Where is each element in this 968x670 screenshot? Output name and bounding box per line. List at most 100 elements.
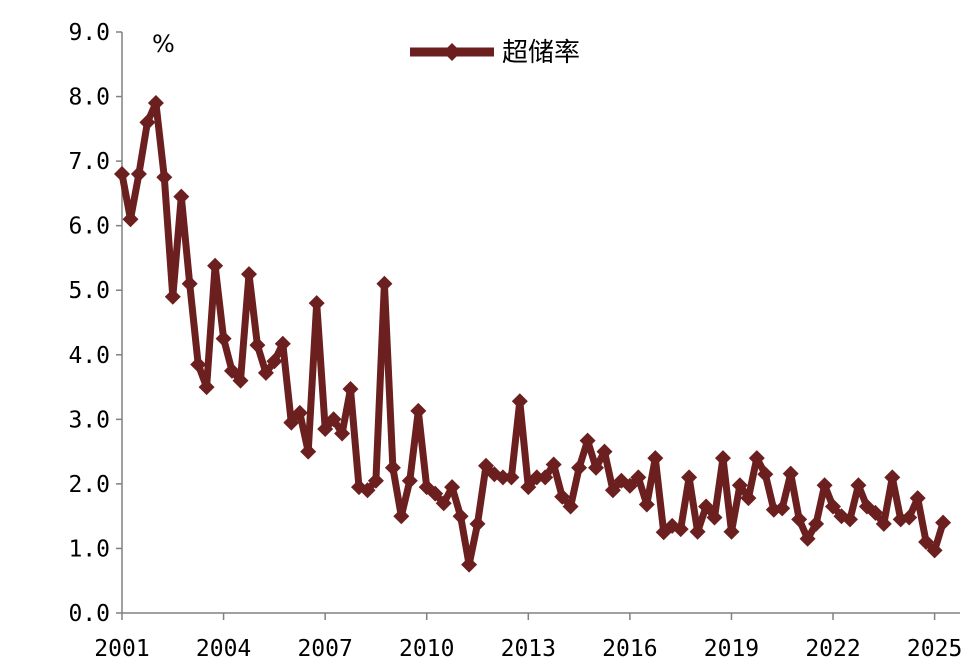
data-point-marker xyxy=(164,288,181,305)
data-point-marker xyxy=(300,443,317,460)
data-point-marker xyxy=(241,266,257,283)
y-tick-label: 8.0 xyxy=(68,85,110,111)
data-point-marker xyxy=(181,275,198,292)
x-tick-label: 2007 xyxy=(297,636,352,662)
data-point-marker xyxy=(647,450,664,467)
x-tick-label: 2001 xyxy=(94,636,149,662)
series-line xyxy=(118,99,947,569)
data-point-marker xyxy=(604,482,621,499)
y-tick-label: 4.0 xyxy=(68,343,110,369)
data-point-marker xyxy=(325,411,342,428)
data-point-marker xyxy=(901,509,918,526)
data-point-marker xyxy=(173,188,190,205)
data-point-marker xyxy=(825,498,841,515)
data-point-marker xyxy=(774,500,791,517)
data-point-marker xyxy=(317,421,334,437)
data-point-marker xyxy=(884,469,901,486)
data-point-marker xyxy=(706,509,723,526)
data-point-marker xyxy=(266,353,283,370)
data-point-marker xyxy=(367,472,384,489)
data-point-marker xyxy=(588,459,604,476)
data-point-marker xyxy=(114,166,130,182)
data-point-marker xyxy=(478,457,494,474)
data-point-marker xyxy=(909,490,926,507)
x-tick-label: 2013 xyxy=(501,636,556,662)
data-point-marker xyxy=(427,485,444,502)
y-axis: 0.0 1.0 2.0 3.0 4.0 5.0 6.0 7.0 8.0 9.0 xyxy=(68,20,123,627)
data-point-marker xyxy=(723,523,740,540)
data-point-marker xyxy=(808,515,825,532)
data-point-marker xyxy=(461,556,478,573)
data-point-marker xyxy=(393,508,410,525)
data-point-marker xyxy=(554,488,571,505)
data-point-marker xyxy=(520,479,537,496)
data-point-marker xyxy=(334,425,351,442)
data-point-marker xyxy=(799,530,816,547)
data-point-marker xyxy=(579,432,596,449)
data-point-marker xyxy=(842,511,858,528)
data-point-marker xyxy=(537,469,554,486)
data-point-marker xyxy=(401,472,418,489)
data-point-marker xyxy=(190,356,207,373)
plot-area xyxy=(114,95,952,573)
data-point-marker xyxy=(689,523,706,540)
x-axis: 2001 2004 2007 2010 2013 2016 2019 2022 2025 xyxy=(94,612,962,662)
data-point-marker xyxy=(435,495,452,512)
data-point-marker xyxy=(232,372,249,389)
y-tick-label: 9.0 xyxy=(68,20,110,46)
y-tick-label: 0.0 xyxy=(68,601,110,627)
data-point-marker xyxy=(215,330,232,347)
data-point-marker xyxy=(596,443,613,460)
data-point-marker xyxy=(571,459,588,476)
data-point-marker xyxy=(274,335,291,352)
data-point-marker xyxy=(638,496,655,513)
data-point-marker xyxy=(469,515,486,532)
data-point-marker xyxy=(249,337,266,354)
data-point-marker xyxy=(257,364,274,381)
data-point-marker xyxy=(359,482,376,499)
legend-label: 超储率 xyxy=(502,38,580,68)
data-point-marker xyxy=(545,456,562,473)
x-tick-label: 2022 xyxy=(805,636,860,662)
data-point-marker xyxy=(672,521,689,538)
data-point-marker xyxy=(850,477,867,494)
data-point-marker xyxy=(562,498,579,515)
data-point-marker xyxy=(698,498,715,515)
y-tick-label: 7.0 xyxy=(68,149,110,175)
y-tick-label: 1.0 xyxy=(68,536,110,562)
data-point-marker xyxy=(875,515,892,532)
data-point-marker xyxy=(715,450,731,467)
data-point-marker xyxy=(342,381,359,397)
data-point-marker xyxy=(308,295,325,312)
y-unit-label: % xyxy=(152,30,175,58)
data-point-marker xyxy=(791,511,808,528)
data-point-marker xyxy=(384,459,401,476)
legend: 超储率 xyxy=(410,38,580,68)
data-point-marker xyxy=(224,362,240,379)
data-point-marker xyxy=(740,490,757,507)
y-tick-label: 2.0 xyxy=(68,472,110,498)
data-point-marker xyxy=(291,404,308,421)
data-point-marker xyxy=(528,469,545,486)
data-point-marker xyxy=(503,469,520,486)
y-tick-label: 6.0 xyxy=(68,214,110,240)
x-tick-label: 2010 xyxy=(399,636,454,662)
y-tick-label: 5.0 xyxy=(68,278,110,304)
data-point-marker xyxy=(198,379,215,396)
x-tick-label: 2016 xyxy=(602,636,657,662)
data-point-marker xyxy=(207,257,224,274)
data-point-marker xyxy=(681,469,698,486)
data-point-marker xyxy=(410,402,427,419)
data-point-marker xyxy=(122,211,139,228)
data-point-marker xyxy=(748,450,765,467)
data-point-marker xyxy=(867,504,884,521)
data-point-marker xyxy=(935,514,952,531)
data-point-marker xyxy=(130,166,147,182)
legend-diamond-marker xyxy=(443,43,461,61)
x-tick-label: 2019 xyxy=(704,636,759,662)
data-point-marker xyxy=(156,169,173,186)
data-point-marker xyxy=(283,414,300,431)
data-point-marker xyxy=(782,465,799,482)
data-point-marker xyxy=(757,466,774,483)
